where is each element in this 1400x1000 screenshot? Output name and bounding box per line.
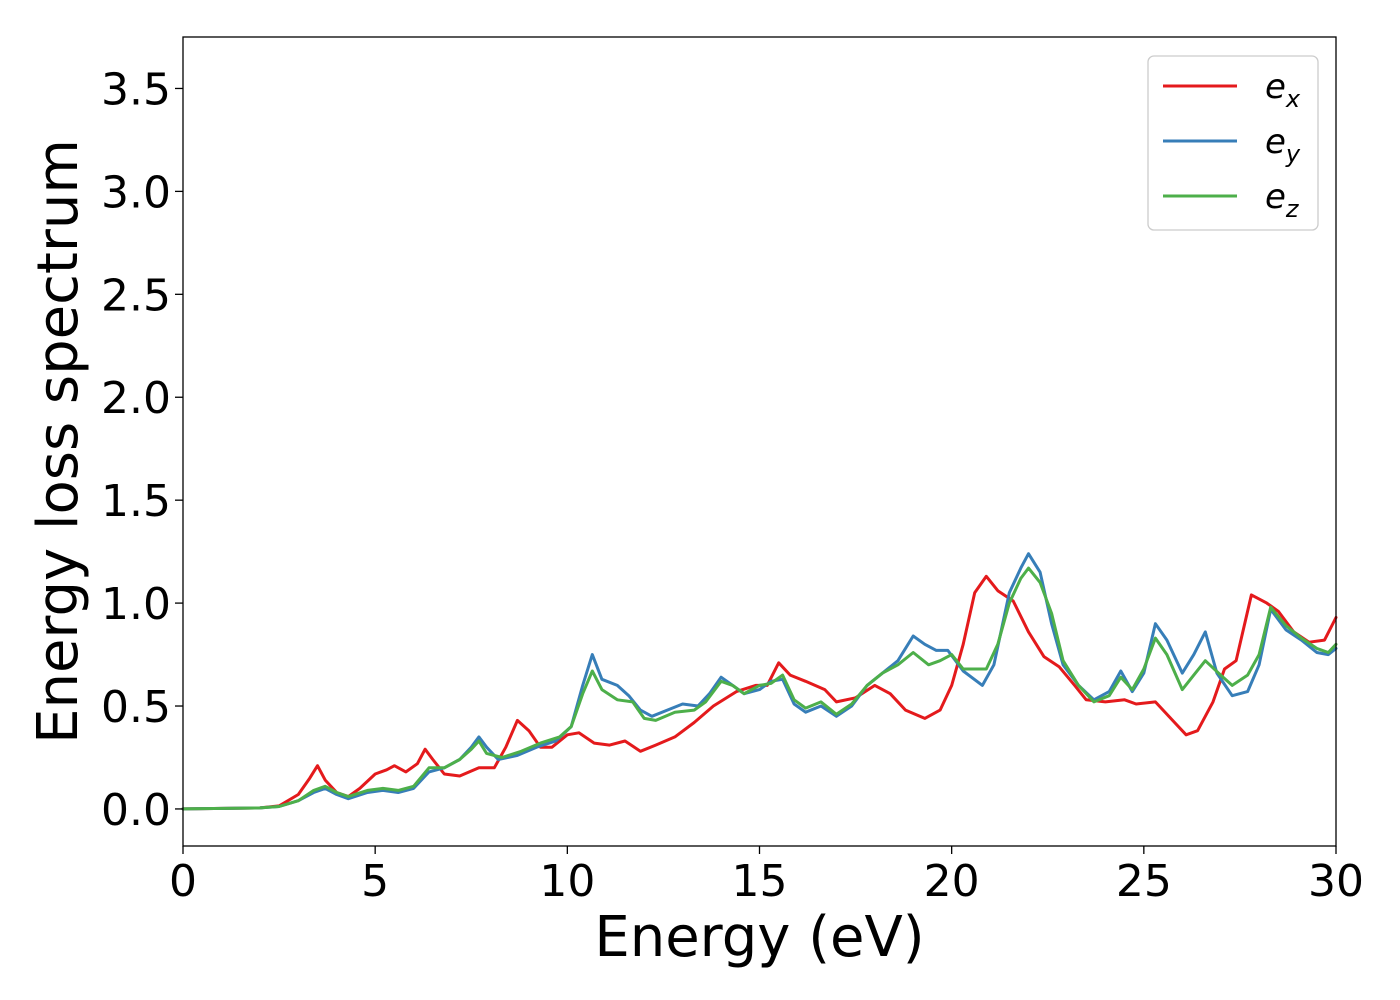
y-tick-label: 3.5	[101, 64, 171, 115]
x-tick-label: 25	[1116, 856, 1172, 907]
y-tick-label: 0.5	[101, 682, 171, 733]
series-line-ex	[181, 574, 1338, 811]
series-layer	[181, 552, 1338, 811]
y-axis-title: Energy loss spectrum	[26, 139, 91, 744]
x-axis-title: Energy (eV)	[594, 905, 924, 970]
legend-label-ez: ez	[1265, 177, 1300, 223]
x-tick-label: 20	[924, 856, 980, 907]
legend: ex ey ez	[1147, 55, 1319, 231]
series-line-ez	[181, 566, 1338, 811]
legend-label-ey: ey	[1265, 122, 1301, 168]
legend-label-ex: ex	[1265, 67, 1301, 113]
x-tick-label: 5	[361, 856, 389, 907]
x-tick-label: 30	[1308, 856, 1364, 907]
legend-box	[1147, 55, 1319, 231]
y-tick-label: 0.0	[101, 785, 171, 836]
y-tick-label: 3.0	[101, 167, 171, 218]
x-tick-label: 10	[539, 856, 595, 907]
x-tick-label: 15	[732, 856, 788, 907]
y-axis: 0.0 0.5 1.0 1.5 2.0 2.5 3.0 3.5	[101, 64, 183, 836]
y-tick-label: 2.0	[101, 373, 171, 424]
plot-area	[183, 37, 1336, 846]
y-tick-label: 1.5	[101, 476, 171, 527]
x-axis: 0 5 10 15 20 25 30	[169, 846, 1364, 907]
x-tick-label: 0	[169, 856, 197, 907]
y-tick-label: 1.0	[101, 579, 171, 630]
y-tick-label: 2.5	[101, 270, 171, 321]
